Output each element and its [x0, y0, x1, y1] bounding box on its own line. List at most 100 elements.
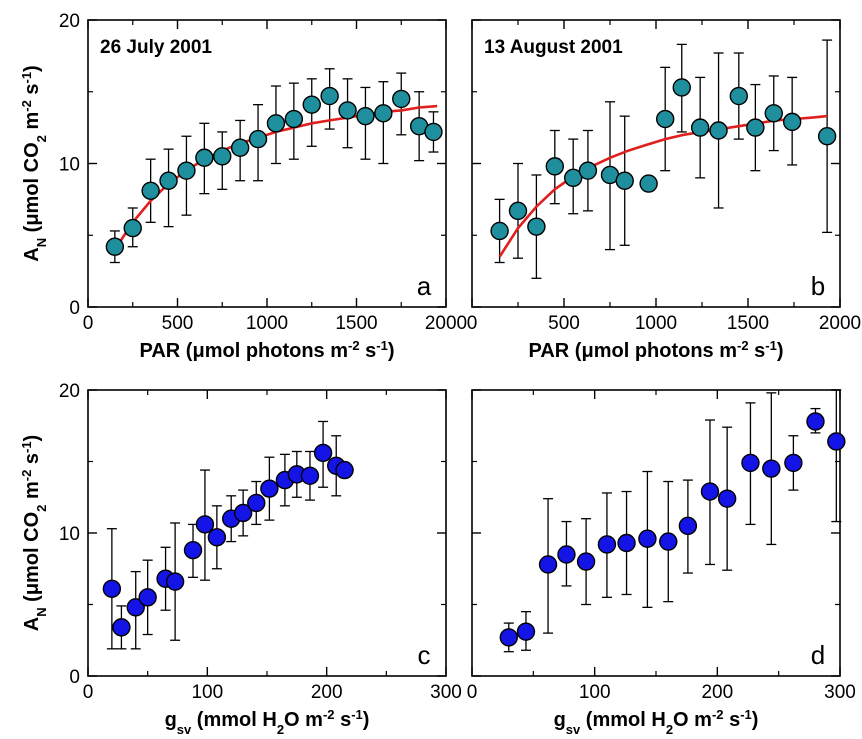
data-point	[490, 221, 509, 241]
panel-b: 0 500 1000 1500 2000 PAR (μmol photons m-2 s-…	[467, 19, 861, 363]
panel-a: 0 500 1000 1500 2000 0 10 20 PAR (μmol photons m…	[19, 11, 468, 362]
x-tick-label: 2000	[819, 313, 861, 334]
y-axis-label: AN (μmol CO2 m-2 s-1)	[19, 435, 49, 631]
x-tick-label: 300	[430, 682, 462, 703]
data-point	[700, 482, 720, 501]
x-tick-label: 1500	[727, 313, 769, 334]
panel-letter: b	[811, 271, 825, 301]
data-point	[678, 516, 698, 536]
fit-curve	[498, 114, 828, 258]
x-axis-label: PAR (μmol photons m-2 s-1)	[139, 338, 394, 363]
data-point	[784, 453, 803, 473]
x-tick-label: 1000	[246, 313, 288, 334]
data-point	[615, 171, 634, 190]
x-tick-label: 0	[467, 682, 478, 703]
plot-frame	[471, 19, 841, 308]
x-tick-label: 0	[83, 682, 94, 703]
data-point	[617, 533, 636, 553]
data-point	[260, 479, 279, 498]
data-point	[213, 147, 232, 166]
data-point	[557, 545, 576, 564]
data-point	[138, 588, 157, 607]
data-point	[690, 118, 710, 137]
x-tick-label: 0	[83, 313, 94, 334]
data-point	[335, 460, 354, 480]
data-point	[659, 532, 678, 551]
error-bar	[378, 81, 389, 165]
panel-d: 0 100 200 300 gsv (mmol H2O m-2 s-1) d	[467, 389, 856, 737]
data-point	[102, 579, 122, 598]
x-tick-label: 200	[701, 682, 733, 703]
y-tick-label: 10	[59, 524, 80, 545]
data-point	[672, 78, 691, 97]
data-point	[538, 555, 558, 574]
date-annotation: 26 July 2001	[100, 37, 212, 58]
data-point	[578, 161, 598, 180]
data-point	[392, 89, 411, 109]
plot-frame	[87, 389, 447, 677]
data-point	[300, 466, 320, 485]
data-point	[597, 535, 617, 554]
y-tick-label: 20	[59, 381, 80, 402]
x-tick-label: 200	[311, 682, 343, 703]
data-point	[746, 118, 765, 137]
data-point	[141, 181, 160, 200]
x-tick-label: 500	[162, 313, 194, 334]
y-tick-label: 20	[59, 11, 80, 32]
data-point	[639, 174, 658, 193]
data-point	[356, 106, 375, 126]
data-point	[576, 552, 596, 571]
data-point	[806, 412, 825, 431]
data-point	[302, 95, 321, 114]
data-point	[284, 109, 304, 129]
plot-frame	[87, 19, 447, 308]
data-point	[656, 109, 675, 129]
data-point	[159, 171, 178, 190]
data-point	[126, 598, 145, 617]
data-point	[499, 628, 518, 647]
data-point	[717, 489, 737, 508]
panel-c: 0 100 200 300 0 10 20 gsv (mmol H2O m-2 s-1) AN …	[19, 381, 462, 737]
data-point	[195, 148, 214, 167]
data-point	[638, 529, 657, 548]
x-tick-label: 1000	[635, 313, 677, 334]
data-point	[112, 618, 131, 637]
panel-letter: c	[418, 640, 431, 670]
x-axis-label: PAR (μmol photons m-2 s-1)	[528, 338, 783, 363]
data-point	[817, 127, 837, 146]
data-point	[782, 112, 802, 132]
panel-letter: d	[811, 640, 825, 670]
data-point	[248, 129, 268, 149]
data-point	[508, 201, 528, 221]
data-point	[564, 168, 583, 188]
x-axis-label: gsv (mmol H2O m-2 s-1)	[165, 707, 370, 737]
data-point	[183, 540, 203, 560]
x-tick-label: 2000	[425, 313, 467, 334]
y-tick-label: 10	[59, 155, 80, 176]
data-point	[516, 622, 536, 641]
data-point	[207, 528, 227, 547]
data-point	[266, 114, 286, 133]
data-point	[527, 217, 546, 236]
data-point	[374, 104, 393, 123]
x-tick-label: 0	[467, 313, 478, 334]
data-point	[545, 157, 564, 176]
x-tick-label: 100	[191, 682, 223, 703]
data-point	[313, 443, 333, 463]
data-point	[105, 237, 125, 256]
data-point	[709, 121, 728, 140]
y-tick-label: 0	[69, 298, 80, 319]
data-point	[247, 493, 266, 513]
y-tick-label: 0	[69, 667, 80, 688]
x-tick-label: 300	[824, 682, 856, 703]
data-point	[123, 218, 142, 238]
data-point	[320, 86, 339, 106]
data-point	[827, 432, 846, 451]
x-tick-label: 1500	[335, 313, 377, 334]
data-point	[762, 459, 781, 478]
date-annotation: 13 August 2001	[484, 37, 623, 58]
panel-letter: a	[417, 271, 432, 301]
data-point	[165, 572, 185, 591]
